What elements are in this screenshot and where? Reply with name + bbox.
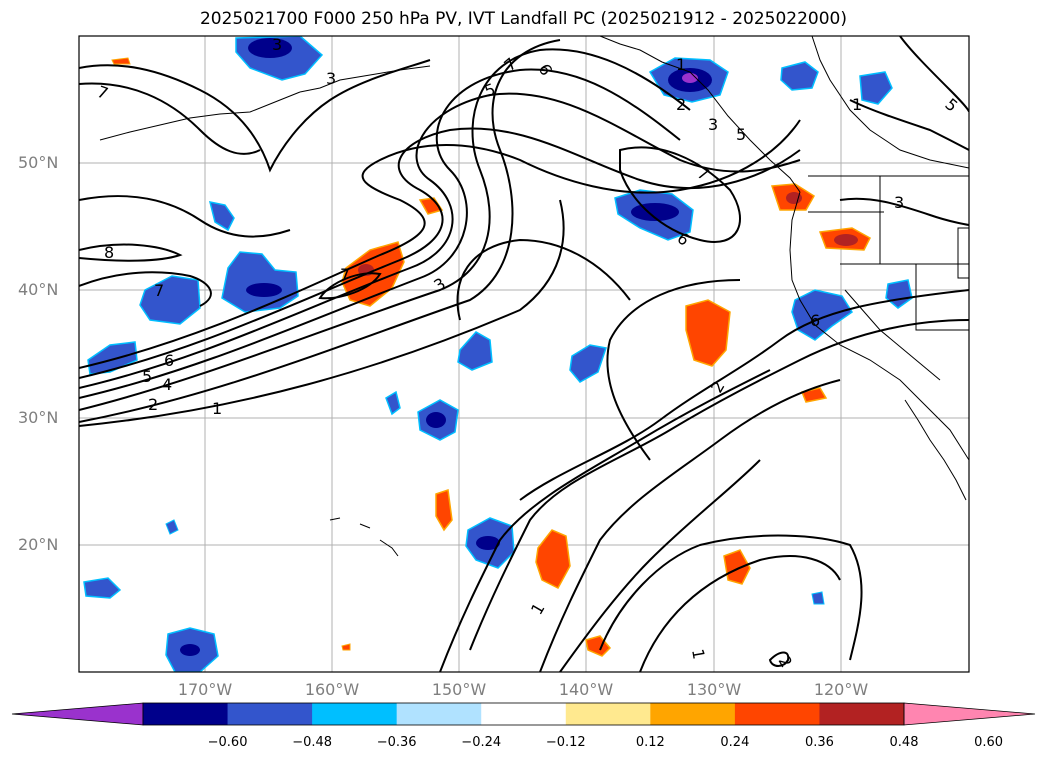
negative-anomaly-blob xyxy=(221,251,299,313)
negative-anomaly-blob xyxy=(859,71,893,105)
negative-anomaly-blob xyxy=(235,36,324,81)
map-plot: 7 6 5 7 3 3 1 5 2 7 6 3 8 7 7 3 6 5 4 2 … xyxy=(78,35,970,673)
negative-anomaly-blob xyxy=(208,201,235,232)
contour-label: 1 xyxy=(212,399,222,418)
contour-label: 3 xyxy=(272,35,282,54)
contour-label: 5 xyxy=(736,125,746,144)
negative-anomaly-blob xyxy=(165,627,219,672)
positive-anomaly-blob xyxy=(535,529,571,589)
colorbar-segment xyxy=(565,703,651,725)
contour-label: 8 xyxy=(104,243,114,262)
colorbar-segment xyxy=(819,703,905,725)
map-frame xyxy=(78,35,970,673)
positive-anomaly-blob xyxy=(685,299,731,367)
colorbar-tick-label: 0.12 xyxy=(635,735,665,750)
contour-label: 7 xyxy=(154,281,164,300)
positive-anomaly-blob xyxy=(800,387,828,403)
negative-anomaly-blob xyxy=(780,61,819,91)
negative-anomaly-blob xyxy=(139,275,201,325)
negative-anomaly-blob xyxy=(811,591,825,605)
map-title: 2025021700 F000 250 hPa PV, IVT Landfall… xyxy=(199,9,847,29)
colorbar-tick-label: 0.60 xyxy=(974,735,1004,750)
contour-label: 1 xyxy=(688,647,708,660)
colorbar-tick-label: −0.60 xyxy=(207,735,248,750)
colorbar-tick-label: −0.36 xyxy=(376,735,417,750)
colorbar-segment xyxy=(396,703,482,725)
contour-label: 7 xyxy=(340,265,350,284)
colorbar-tick-label: 0.36 xyxy=(804,735,834,750)
colorbar-extend-max xyxy=(903,702,1036,726)
contour-label: 4 xyxy=(162,375,172,394)
lon-label: 140°W xyxy=(558,680,614,699)
positive-anomaly-blob xyxy=(818,227,871,251)
colorbar-segment xyxy=(481,703,567,725)
colorbar-tick-label: −0.12 xyxy=(545,735,586,750)
negative-anomaly-blob xyxy=(417,399,459,441)
positive-anomaly-blob xyxy=(341,643,351,651)
contour-label: 3 xyxy=(326,69,336,88)
colorbar-segments xyxy=(11,702,1036,726)
lon-label: 150°W xyxy=(431,680,487,699)
contour-label: 6 xyxy=(810,311,820,330)
negative-anomaly-blob xyxy=(83,577,122,599)
contour-label: 2 xyxy=(148,395,158,414)
negative-anomaly-blob xyxy=(457,331,493,371)
colorbar-segment xyxy=(143,703,229,725)
negative-anomaly-blob xyxy=(465,517,515,569)
colorbar-tick-label: 0.48 xyxy=(889,735,919,750)
colorbar-tick-label: −0.24 xyxy=(461,735,502,750)
positive-anomaly-blob xyxy=(723,549,751,585)
lon-label: 120°W xyxy=(813,680,869,699)
contour-label: 3 xyxy=(894,193,904,212)
contour-label: 3 xyxy=(708,115,718,134)
colorbar-tick-label: 0.24 xyxy=(720,735,750,750)
lon-label: 130°W xyxy=(686,680,742,699)
colorbar-segment xyxy=(227,703,313,725)
positive-anomaly-blob xyxy=(770,183,816,211)
positive-anomaly-blob xyxy=(435,489,453,532)
colorbar-segment xyxy=(734,703,820,725)
negative-anomaly-blob xyxy=(87,341,138,375)
contour-label: 5 xyxy=(142,367,152,386)
negative-anomaly-blob xyxy=(165,519,179,535)
colorbar-segment xyxy=(312,703,398,725)
lat-label: 40°N xyxy=(18,280,59,299)
contour-label: 1 xyxy=(852,95,862,114)
colorbar-extend-min xyxy=(11,702,144,726)
colorbar-tick-label: −0.48 xyxy=(292,735,333,750)
contour-label: 6 xyxy=(164,351,174,370)
lon-label: 160°W xyxy=(304,680,360,699)
colorbar-segment xyxy=(650,703,736,725)
contour-label: 2 xyxy=(676,95,686,114)
positive-anomaly-blob xyxy=(111,57,131,65)
ivt-contours xyxy=(79,36,969,672)
lat-label: 50°N xyxy=(18,153,59,172)
colorbar xyxy=(11,702,1036,726)
lat-label: 30°N xyxy=(18,408,59,427)
lat-label: 20°N xyxy=(18,535,59,554)
negative-anomaly-blob xyxy=(569,344,607,383)
lon-label: 170°W xyxy=(177,680,233,699)
negative-anomaly-blob xyxy=(385,390,401,416)
negative-anomaly-blob xyxy=(791,289,854,341)
contour-label: 1 xyxy=(676,55,686,74)
